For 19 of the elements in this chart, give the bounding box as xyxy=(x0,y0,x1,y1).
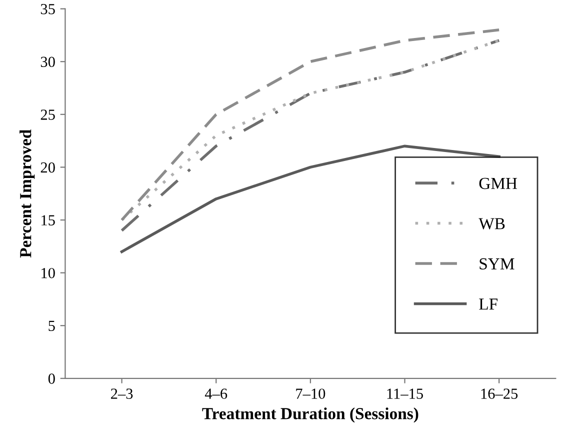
x-tick-label: 16–25 xyxy=(481,388,518,399)
legend-label: GMH xyxy=(479,178,518,190)
y-axis-title: Percent Improved xyxy=(20,130,35,258)
y-tick-label: 30 xyxy=(40,56,55,68)
x-tick-label: 11–15 xyxy=(387,388,423,399)
legend-label: WB xyxy=(478,218,505,230)
x-tick-label: 4–6 xyxy=(204,388,228,399)
y-tick-label: 25 xyxy=(40,110,55,120)
y-tick-label: 10 xyxy=(42,268,55,278)
y-tick-label: 20 xyxy=(40,162,55,173)
y-tick-label: 15 xyxy=(42,215,55,226)
legend-label: SYM xyxy=(480,258,514,270)
x-axis-title: Treatment Duration (Sessions) xyxy=(202,408,418,423)
y-tick-label: 0 xyxy=(48,374,55,384)
y-tick-label: 5 xyxy=(48,320,55,332)
x-tick-label: 7–10 xyxy=(296,388,326,399)
legend-label: LF xyxy=(479,298,498,310)
x-tick-label: 2–3 xyxy=(111,388,133,399)
y-tick-label: 35 xyxy=(40,4,55,14)
